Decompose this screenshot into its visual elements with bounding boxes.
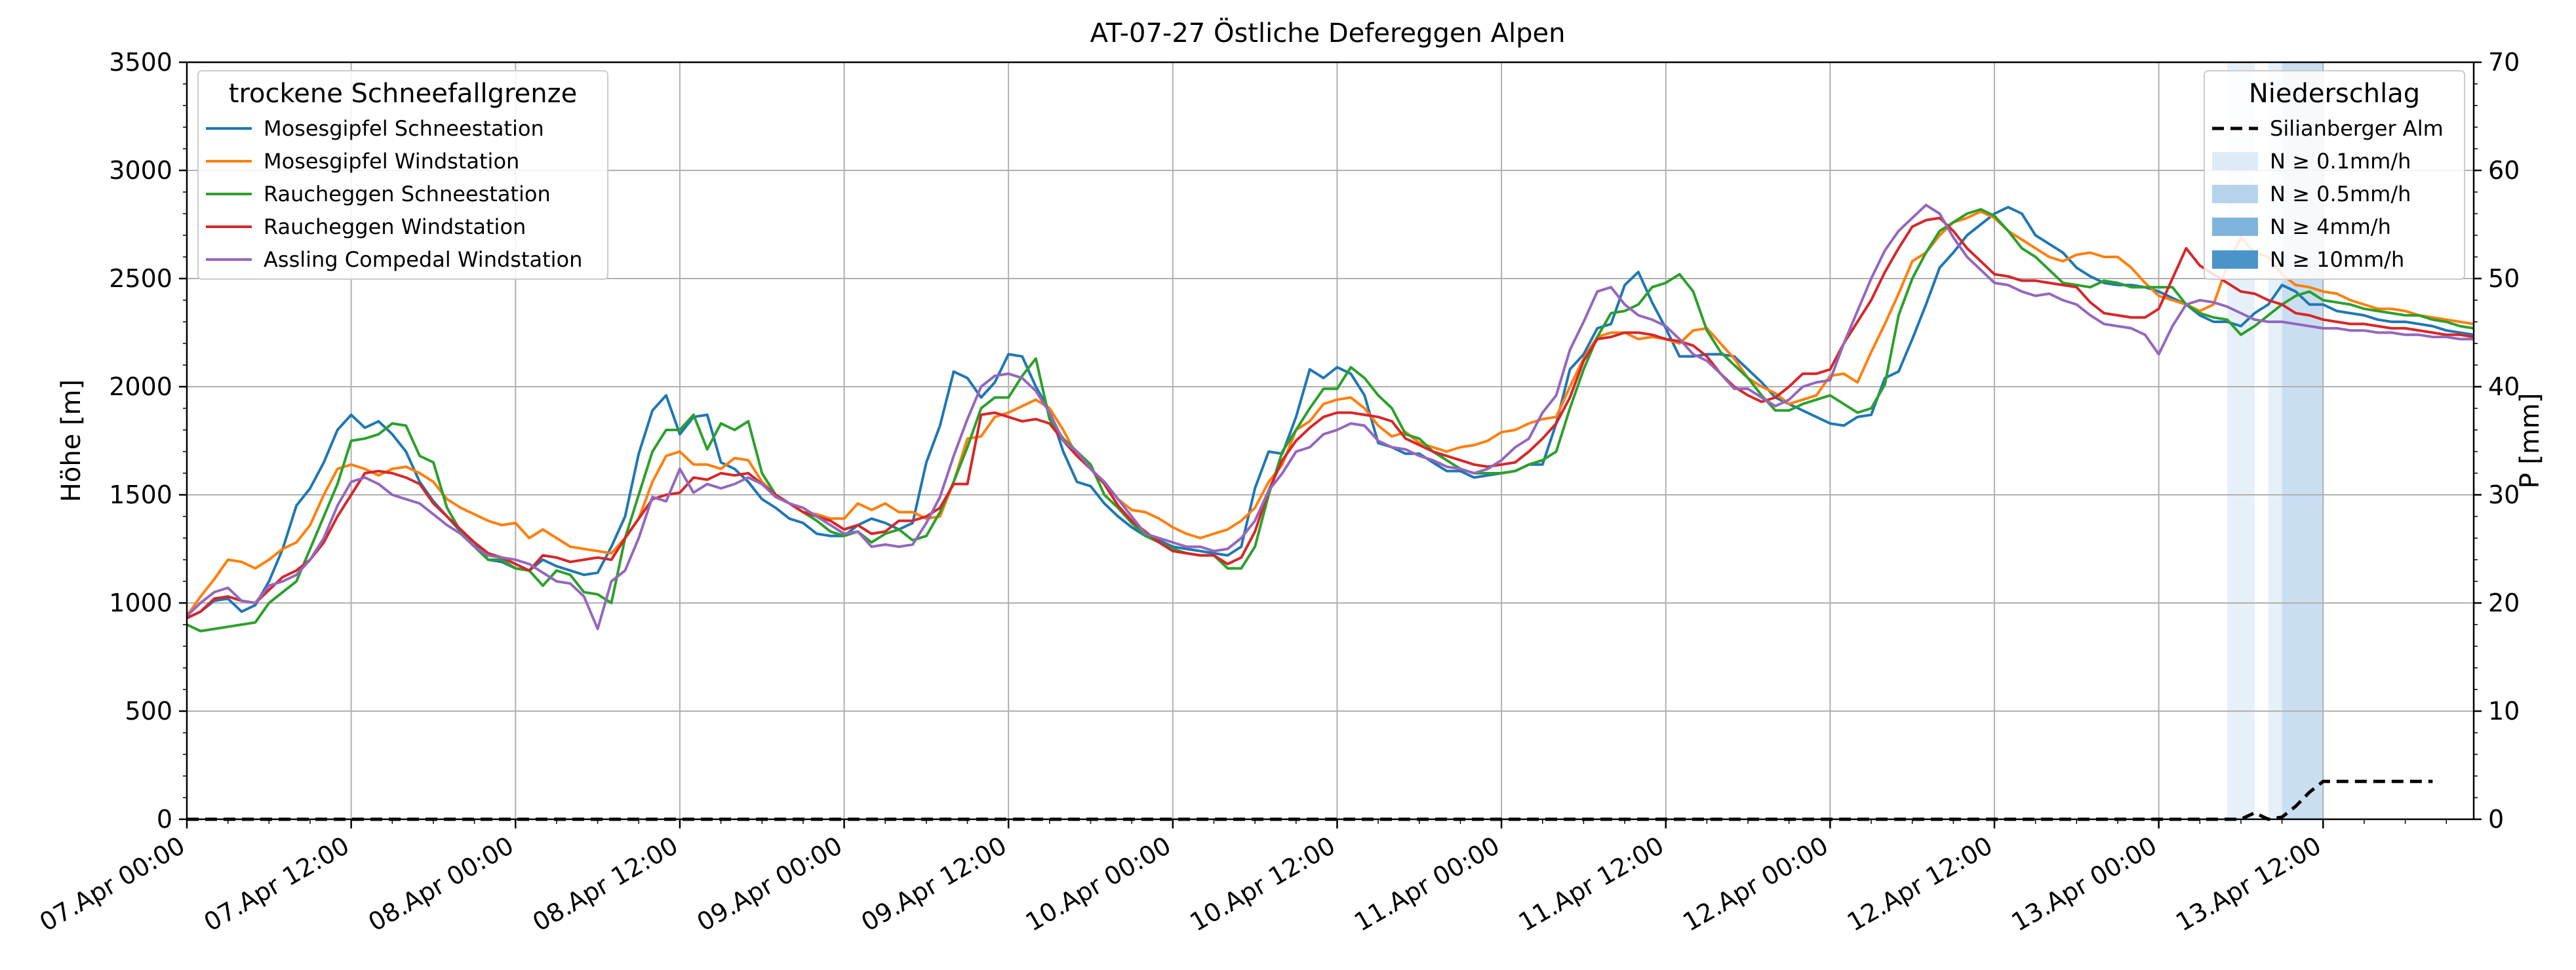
- legend-label: N ≥ 0.1mm/h: [2270, 149, 2411, 174]
- y-tick-label: 2500: [109, 264, 172, 293]
- legend-snowline-title: trockene Schneefallgrenze: [229, 79, 577, 109]
- y2-tick-label: 40: [2488, 372, 2520, 401]
- y-axis-label: Höhe [m]: [56, 379, 87, 502]
- legend-label: Assling Compedal Windstation: [264, 247, 582, 272]
- series-line: [186, 208, 2474, 632]
- legend-label: N ≥ 0.5mm/h: [2270, 182, 2411, 206]
- legend-snowline-box: [197, 70, 608, 280]
- y2-tick-label: 0: [2488, 805, 2504, 834]
- series-line: [186, 210, 2474, 617]
- legend-swatch: [2212, 152, 2258, 170]
- legend-label: N ≥ 10mm/h: [2270, 247, 2404, 272]
- y-tick-label: 1500: [109, 480, 172, 509]
- series-line: [186, 203, 2474, 630]
- y-tick-label: 0: [157, 805, 172, 834]
- series-layer: [186, 203, 2474, 821]
- legend-precip-box: [2204, 70, 2465, 280]
- legend-label: N ≥ 4mm/h: [2270, 214, 2391, 239]
- y2-tick-label: 70: [2488, 48, 2520, 77]
- plot-frame: [186, 61, 2475, 821]
- legend-swatch: [2212, 185, 2258, 203]
- y-tick-label: 3500: [109, 48, 172, 77]
- y2-tick-label: 10: [2488, 697, 2520, 726]
- legend-label: Silianberger Alm: [2270, 116, 2444, 141]
- series-line: [186, 216, 2474, 619]
- legend-label: Raucheggen Windstation: [264, 214, 526, 239]
- legend-precip: Niederschlag Silianberger Alm N ≥ 0.1mm/h…: [2204, 70, 2465, 280]
- y2-tick-label: 20: [2488, 589, 2520, 617]
- y2-tick-label: 30: [2488, 480, 2520, 509]
- chart-title: AT-07-27 Östliche Defereggen Alpen: [1090, 17, 1566, 48]
- legend-precip-title: Niederschlag: [2249, 79, 2420, 109]
- y-tick-label: 3000: [109, 156, 172, 185]
- legend-snowline: trockene Schneefallgrenze Mosesgipfel Sc…: [197, 70, 608, 280]
- legend-label: Mosesgipfel Windstation: [264, 149, 519, 174]
- y2-tick-label: 60: [2488, 156, 2520, 185]
- legend-label: Raucheggen Schneestation: [264, 182, 551, 206]
- legend-swatch: [2212, 250, 2258, 269]
- legend-swatch: [2212, 218, 2258, 236]
- y-tick-label: 1000: [109, 589, 172, 617]
- y-tick-label: 2000: [109, 372, 172, 401]
- y2-tick-label: 50: [2488, 264, 2520, 293]
- series-line: [186, 206, 2474, 619]
- y-tick-label: 500: [125, 697, 172, 726]
- y2-axis-label: P [mm]: [2515, 393, 2545, 489]
- legend-label: Mosesgipfel Schneestation: [264, 116, 544, 141]
